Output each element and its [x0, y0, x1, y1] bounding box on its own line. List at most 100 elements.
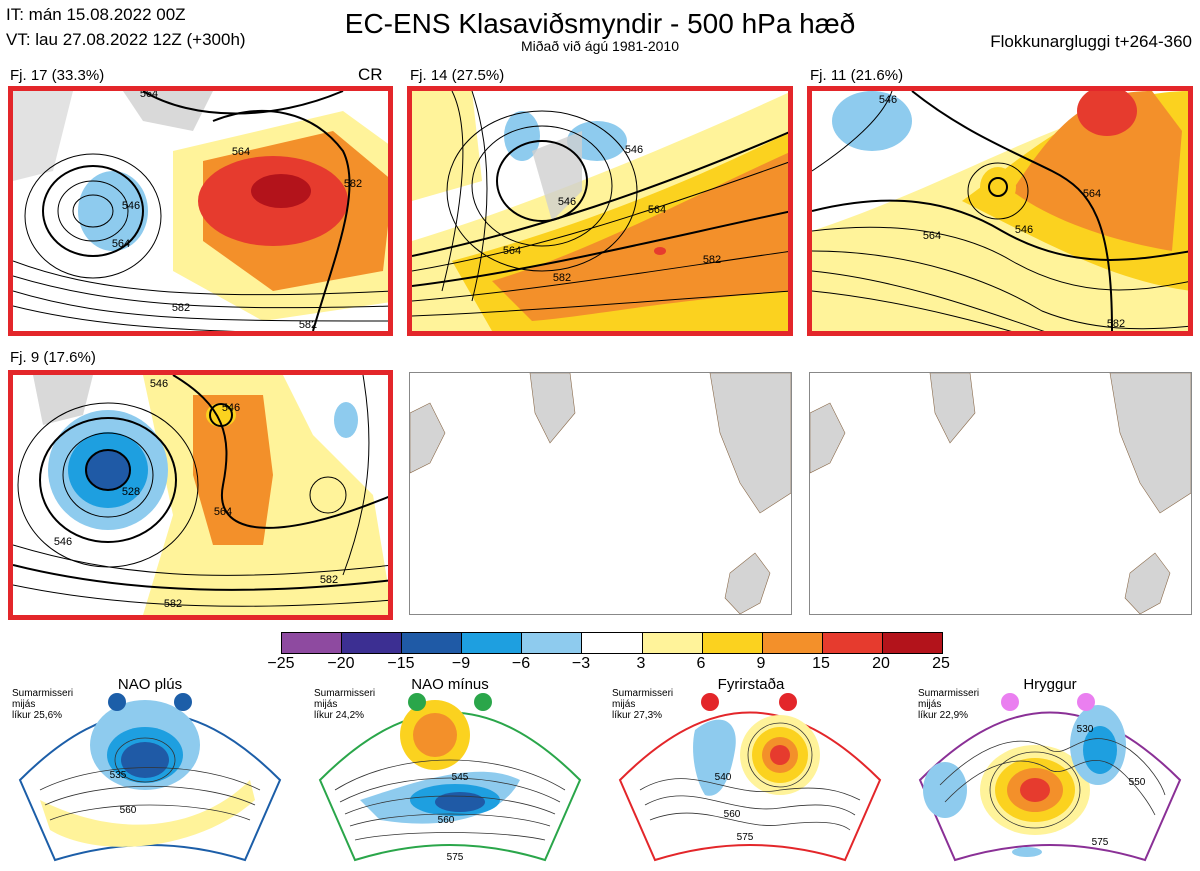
regime-4-dot-right — [1077, 693, 1095, 711]
colorbar-tick: −15 — [387, 655, 415, 672]
panel-4-contour-label: 546 — [150, 378, 168, 390]
panel-1-contour-label: 564 — [112, 238, 130, 250]
panel-4-contour-label: 528 — [122, 486, 140, 498]
panel-3-label: Fj. 11 (21.6%) — [810, 67, 904, 84]
regime-3-contour-label: 575 — [737, 832, 754, 843]
colorbar-tick: −3 — [571, 655, 591, 672]
regime-4-contour-label: 575 — [1092, 837, 1109, 848]
colorbar-tick: 6 — [696, 655, 706, 672]
regime-2-dot-left — [408, 693, 426, 711]
regime-4-dot-left — [1001, 693, 1019, 711]
regime-4-map: 530 550 575 — [918, 693, 1182, 862]
regime-1-dot-left — [108, 693, 126, 711]
regime-2-contour-label: 575 — [447, 852, 464, 863]
regime-2-note: Sumarmisseri mijás líkur 24,2% — [314, 688, 376, 721]
cluster-map-2: 546 546 564 564 582 582 — [407, 86, 793, 336]
panel-3-contour-label: 564 — [923, 230, 941, 242]
regime-4-title: Hryggur — [1023, 676, 1077, 693]
regime-3-dot-right — [779, 693, 797, 711]
colorbar-tick: −25 — [267, 655, 295, 672]
regime-3-contour-label: 560 — [724, 809, 741, 820]
regime-1-map: 535 560 — [18, 693, 282, 862]
page-subtitle: Miðað við ágú 1981-2010 — [520, 38, 679, 54]
panel-4-label: Fj. 9 (17.6%) — [10, 349, 96, 366]
cluster-map-1: 564 546 564 564 582 582 582 — [8, 86, 393, 336]
classification-window: Flokkunargluggi t+264-360 — [990, 32, 1192, 51]
regime-3-dot-left — [701, 693, 719, 711]
page-title: EC-ENS Klasaviðsmyndir - 500 hPa hæð — [344, 8, 856, 39]
panel-2-contour-label: 546 — [625, 144, 643, 156]
cluster-map-2-graphic: 546 546 564 564 582 582 — [412, 91, 788, 331]
colorbar-swatch — [642, 633, 703, 653]
panel-3-contour-label: 582 — [1107, 318, 1125, 330]
colorbar-swatch — [582, 633, 643, 653]
regime-1-contour-label: 535 — [110, 770, 127, 781]
panel-4-contour-label: 582 — [320, 574, 338, 586]
colorbar-tick: 20 — [872, 655, 890, 672]
colorbar-swatch — [282, 633, 343, 653]
panel-1-contour-label: 582 — [172, 302, 190, 314]
cluster-map-4-graphic: 546 546 528 546 564 582 582 — [13, 375, 388, 615]
colorbar-tick: −9 — [451, 655, 471, 672]
colorbar-swatch — [522, 633, 583, 653]
regime-1-note: Sumarmisseri mijás líkur 25,6% — [12, 688, 74, 721]
colorbar-swatch — [762, 633, 823, 653]
panel-2-contour-label: 582 — [703, 254, 721, 266]
colorbar-tick: −6 — [511, 655, 531, 672]
regime-1-title: NAO plús — [117, 676, 183, 693]
regime-1-dot-right — [174, 693, 192, 711]
empty-map-5 — [409, 372, 792, 615]
cluster-map-3: 546 546 564 564 582 — [807, 86, 1193, 336]
colorbar-swatch — [882, 633, 943, 653]
colorbar-swatch — [822, 633, 883, 653]
colorbar-tick: −20 — [327, 655, 355, 672]
regime-2-contour-label: 545 — [452, 772, 469, 783]
initial-time: IT: mán 15.08.2022 00Z — [6, 5, 186, 24]
cluster-map-1-graphic: 564 546 564 564 582 582 582 — [13, 91, 388, 331]
panel-2-contour-label: 582 — [553, 272, 571, 284]
colorbar-tick: 15 — [812, 655, 830, 672]
cluster-map-4: 546 546 528 546 564 582 582 — [8, 370, 393, 620]
colorbar-swatch — [702, 633, 763, 653]
colorbar-tick: 9 — [756, 655, 766, 672]
regime-2-dot-right — [474, 693, 492, 711]
colorbar — [281, 632, 943, 654]
panel-3-contour-label: 546 — [879, 94, 897, 106]
regime-3-note: Sumarmisseri mijás líkur 27,3% — [612, 688, 674, 721]
panel-2-contour-label: 546 — [558, 196, 576, 208]
panel-4-contour-label: 582 — [164, 598, 182, 610]
panel-4-contour-label: 546 — [222, 402, 240, 414]
regime-4-contour-label: 550 — [1129, 777, 1146, 788]
panel-1-label: Fj. 17 (33.3%) — [10, 67, 105, 84]
colorbar-swatch — [402, 633, 463, 653]
panel-1-contour-label: 564 — [140, 91, 158, 100]
panel-1-badge: CR — [358, 65, 383, 84]
empty-map-6-graphic — [810, 373, 1191, 614]
colorbar-tick: 3 — [636, 655, 646, 672]
panel-2-contour-label: 564 — [648, 204, 666, 216]
panel-2-label: Fj. 14 (27.5%) — [410, 67, 505, 84]
regime-2-contour-label: 560 — [438, 815, 455, 826]
panel-1-contour-label: 582 — [299, 319, 317, 331]
valid-time: VT: lau 27.08.2022 12Z (+300h) — [6, 30, 246, 49]
regime-1-contour-label: 560 — [120, 805, 137, 816]
empty-map-5-graphic — [410, 373, 791, 614]
regime-3-map: 540 560 575 — [618, 693, 882, 862]
regime-3-contour-label: 540 — [715, 772, 732, 783]
cluster-map-3-graphic: 546 546 564 564 582 — [812, 91, 1188, 331]
panel-2-contour-label: 564 — [503, 245, 521, 257]
panel-3-contour-label: 564 — [1083, 188, 1101, 200]
colorbar-tick: 25 — [932, 655, 950, 672]
regime-2-map: 545 560 575 — [318, 693, 582, 863]
regime-4-contour-label: 530 — [1077, 724, 1094, 735]
panel-4-contour-label: 546 — [54, 536, 72, 548]
panel-4-contour-label: 564 — [214, 506, 232, 518]
colorbar-swatch — [342, 633, 403, 653]
regime-3-title: Fyrirstaða — [717, 676, 785, 693]
panel-1-contour-label: 546 — [122, 200, 140, 212]
regime-4-note: Sumarmisseri mijás líkur 22,9% — [918, 688, 980, 721]
regime-2-title: NAO mínus — [411, 676, 489, 693]
panel-1-contour-label: 564 — [232, 146, 250, 158]
panel-1-contour-label: 582 — [344, 178, 362, 190]
colorbar-swatch — [462, 633, 523, 653]
